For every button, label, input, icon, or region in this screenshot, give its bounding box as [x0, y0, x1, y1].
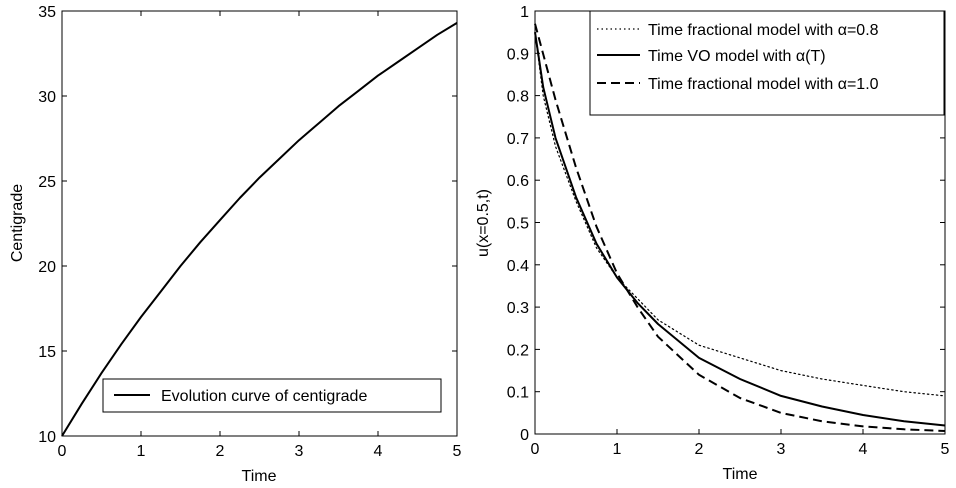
left-chart: 0 1 2 3 4 5 10 15 20 25 30 35 Time Centigrade Evolu… [9, 4, 462, 485]
x-tick-label: 2 [216, 443, 225, 460]
left-ticks: 0 1 2 3 4 5 10 15 20 25 30 35 [38, 4, 461, 460]
y-tick-label: 0.9 [507, 46, 529, 63]
left-plot-frame [61, 10, 458, 437]
right-chart: 0 1 2 3 4 5 0 0.1 0.2 0.3 0.4 0.5 0.6 0.7 0.8 0.9 1 Time… [475, 4, 950, 483]
left-series [61, 22, 458, 437]
legend-label-alpha-1-0: Time fractional model with α=1.0 [648, 76, 879, 93]
right-series [534, 23, 946, 432]
left-y-axis-label: Centigrade [9, 184, 26, 262]
y-tick-label: 0 [520, 427, 529, 444]
x-tick-label: 1 [613, 441, 622, 458]
right-y-axis-label: u(x=0.5,t) [475, 189, 492, 257]
x-tick-label: 3 [295, 443, 304, 460]
x-tick-label: 4 [859, 441, 868, 458]
x-tick-label: 0 [531, 441, 540, 458]
x-tick-label: 4 [374, 443, 383, 460]
right-x-axis-label: Time [723, 466, 758, 483]
right-ticks: 0 1 2 3 4 5 0 0.1 0.2 0.3 0.4 0.5 0.6 0.7 0.8 0.9 1 [507, 4, 950, 458]
left-legend: Evolution curve of centigrade [102, 378, 442, 413]
legend-label-evolution: Evolution curve of centigrade [161, 388, 367, 405]
y-tick-label: 35 [38, 4, 56, 21]
right-legend: Time fractional model with α=0.8 Time VO… [589, 10, 945, 116]
y-tick-label: 0.3 [507, 300, 529, 317]
right-legend-box [589, 10, 945, 116]
y-tick-label: 30 [38, 89, 56, 106]
left-x-axis-label: Time [242, 468, 277, 485]
series-line-0 [61, 22, 458, 437]
y-tick-label: 25 [38, 174, 56, 191]
x-tick-label: 5 [941, 441, 950, 458]
y-tick-label: 15 [38, 344, 56, 361]
y-tick-label: 0.4 [507, 258, 529, 275]
x-tick-label: 3 [777, 441, 786, 458]
y-tick-label: 1 [520, 4, 529, 21]
left-legend-box [102, 378, 442, 413]
y-tick-label: 0.7 [507, 131, 529, 148]
series-line-2 [534, 23, 946, 432]
y-tick-label: 0.5 [507, 216, 529, 233]
x-tick-label: 1 [137, 443, 146, 460]
x-tick-label: 5 [453, 443, 462, 460]
series-line-1 [534, 32, 946, 427]
x-tick-label: 0 [58, 443, 67, 460]
y-tick-label: 20 [38, 259, 56, 276]
legend-label-alpha-0-8: Time fractional model with α=0.8 [648, 22, 879, 39]
series-line-0 [534, 31, 946, 397]
x-tick-label: 2 [695, 441, 704, 458]
y-tick-label: 0.2 [507, 342, 529, 359]
y-tick-label: 0.1 [507, 385, 529, 402]
y-tick-label: 0.6 [507, 173, 529, 190]
y-tick-label: 0.8 [507, 89, 529, 106]
legend-label-vo-model: Time VO model with α(T) [648, 48, 826, 65]
y-tick-label: 10 [38, 429, 56, 446]
